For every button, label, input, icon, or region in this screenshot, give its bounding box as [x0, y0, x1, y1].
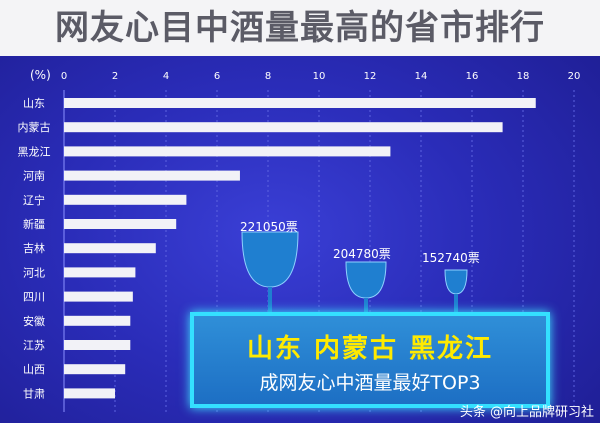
category-label: 安徽	[23, 314, 45, 328]
bar	[64, 267, 136, 278]
x-tick-label: 12	[364, 71, 377, 82]
vote-count-label: 204780票	[333, 247, 391, 261]
title-band: 网友心目中酒量最高的省市排行	[0, 0, 600, 56]
x-tick-label: 6	[214, 71, 220, 82]
category-label: 内蒙古	[18, 120, 51, 134]
callout-caption: 成网友心中酒量最好TOP3	[259, 372, 481, 394]
wine-glass-bowl	[241, 231, 299, 288]
category-label: 甘肃	[23, 387, 45, 400]
x-tick-label: 20	[568, 71, 581, 82]
bar	[64, 291, 133, 302]
axis-unit-label: (%)	[30, 68, 51, 82]
x-tick-label: 14	[415, 71, 428, 82]
wine-glass-bowl	[444, 269, 468, 295]
x-tick-label: 2	[112, 71, 118, 82]
category-label: 山西	[23, 363, 45, 376]
bar	[64, 388, 115, 399]
category-label: 黑龙江	[18, 145, 51, 158]
x-tick-label: 4	[163, 71, 169, 82]
top3-callout: 山东 内蒙古 黑龙江 成网友心中酒量最好TOP3	[190, 312, 550, 408]
bar	[64, 315, 131, 326]
bar	[64, 146, 391, 157]
bar	[64, 170, 240, 181]
category-label: 辽宁	[23, 193, 45, 207]
category-label: 吉林	[23, 241, 45, 255]
chart-title: 网友心目中酒量最高的省市排行	[55, 8, 545, 48]
bar	[64, 98, 536, 108]
bar	[64, 194, 187, 205]
category-label: 四川	[23, 291, 45, 304]
callout-top3-text: 山东 内蒙古 黑龙江	[246, 334, 494, 364]
category-label: 新疆	[23, 217, 45, 231]
category-label: 山东	[23, 97, 45, 110]
bar	[64, 122, 503, 133]
category-label: 河北	[23, 266, 45, 279]
x-tick-label: 18	[517, 71, 530, 82]
category-label: 河南	[23, 170, 45, 183]
bar	[64, 340, 131, 350]
x-tick-label: 16	[466, 71, 479, 82]
x-tick-label: 8	[265, 71, 271, 82]
bar	[64, 364, 126, 375]
vote-count-label: 221050票	[240, 220, 298, 234]
vote-count-label: 152740票	[422, 251, 480, 265]
bar	[64, 243, 156, 254]
watermark: 头条 @向上品牌研习社	[459, 405, 594, 420]
bar	[64, 219, 177, 229]
x-tick-label: 0	[61, 71, 67, 82]
category-label: 江苏	[23, 339, 45, 352]
wine-glass-bowl	[345, 261, 387, 299]
x-tick-label: 10	[313, 71, 326, 82]
